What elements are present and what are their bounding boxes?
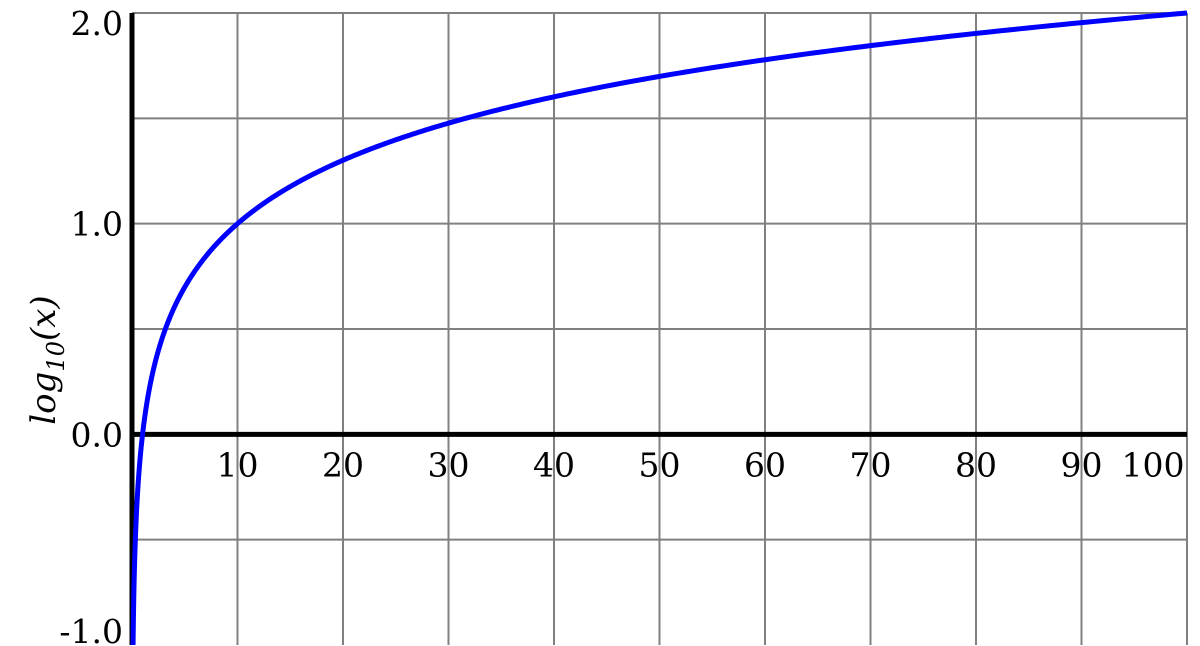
series	[130, 10, 1188, 646]
x-tick-label: 70	[850, 445, 892, 484]
y-tick-label: 1.0	[71, 205, 123, 244]
x-tick-label: 80	[955, 445, 997, 484]
x-tick-label: 20	[322, 445, 364, 484]
y-axis-label-arg: (x)	[24, 295, 64, 341]
x-tick-label: 60	[744, 445, 786, 484]
y-tick-label: -1.0	[59, 612, 123, 646]
x-tick-label: 40	[533, 445, 575, 484]
x-tick-label: 50	[639, 445, 681, 484]
log10-curve	[130, 10, 1188, 646]
tick-labels: 10 20 30 40 50 60 70 80 90 100 -1.0 0.0 1.0 2.0	[59, 4, 1184, 646]
x-tick-label: 30	[428, 445, 470, 484]
y-axis-label-base: log	[24, 372, 64, 425]
x-tick-label: 10	[217, 445, 259, 484]
axes	[129, 13, 1187, 645]
x-tick-label: 90	[1061, 445, 1103, 484]
y-axis-label-subscript: 10	[42, 341, 70, 372]
y-tick-label: 2.0	[71, 4, 123, 43]
y-axis-label: log10(x)	[24, 295, 70, 424]
y-tick-label: 0.0	[71, 415, 123, 454]
grid	[132, 12, 1188, 645]
x-tick-label: 100	[1122, 445, 1185, 484]
